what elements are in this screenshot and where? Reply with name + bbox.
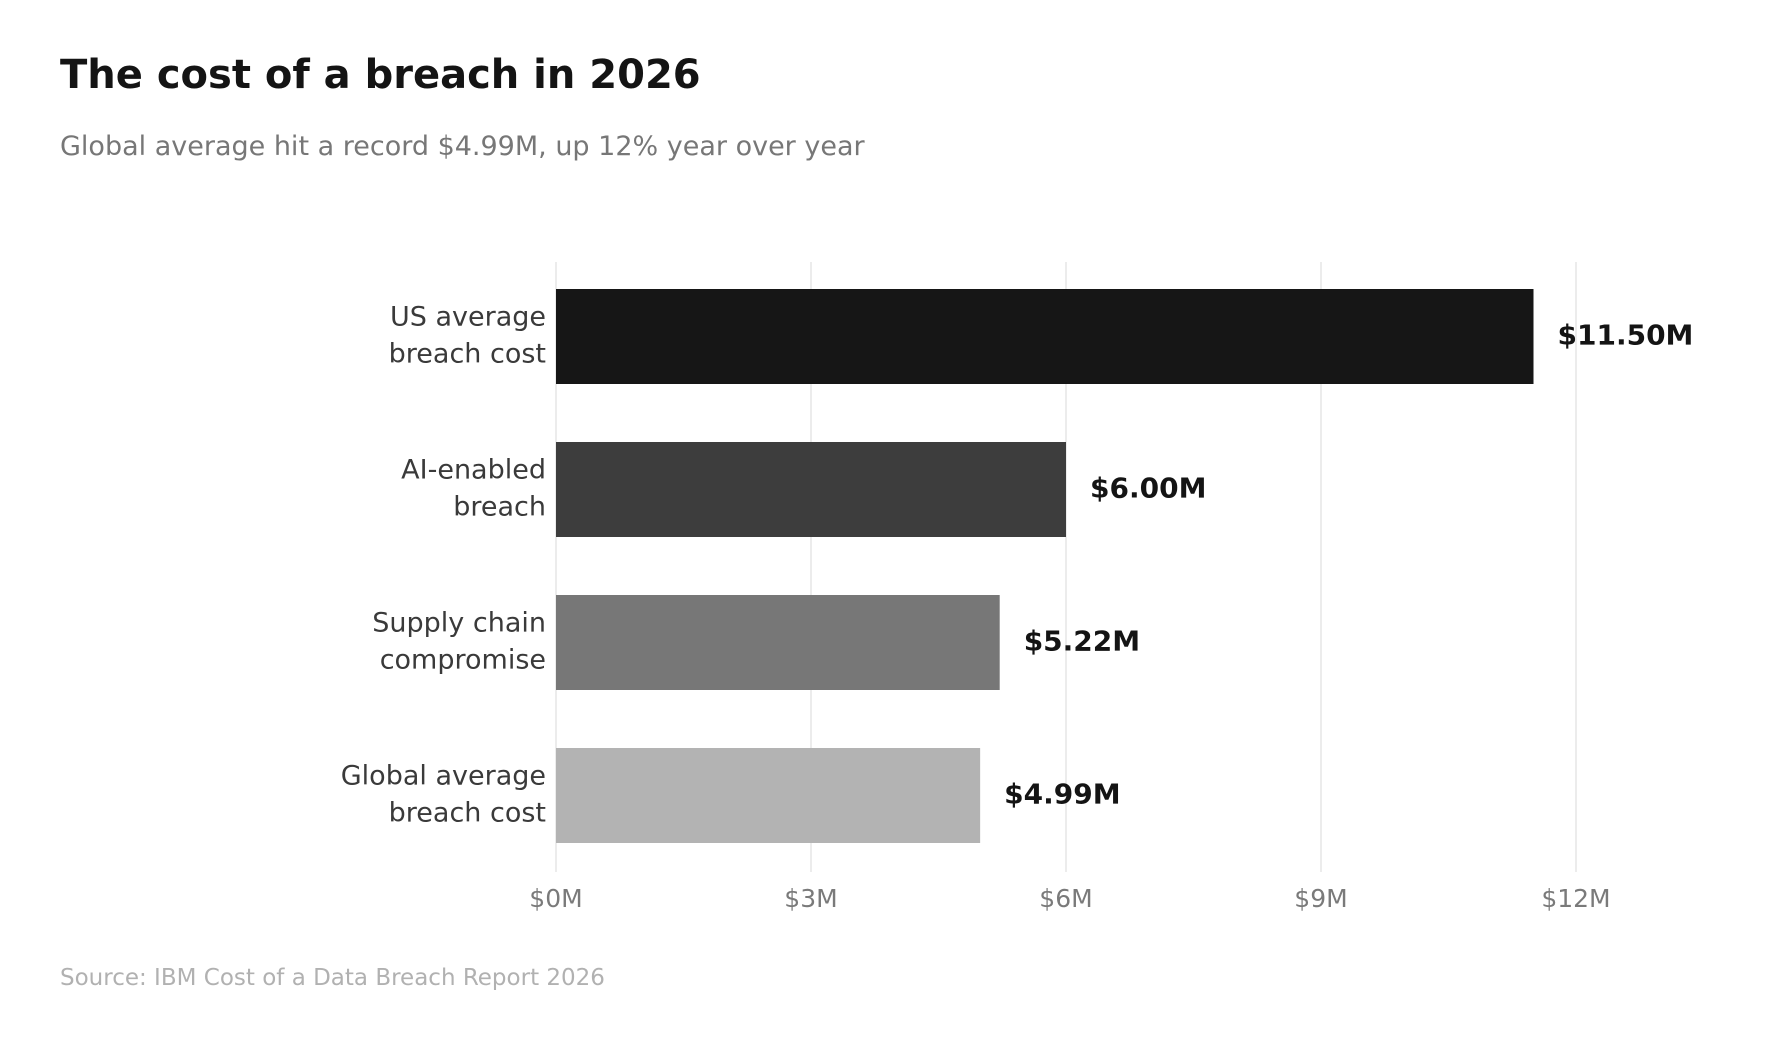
bars: [556, 289, 1534, 843]
value-label: $5.22M: [1024, 625, 1140, 658]
category-label: Global average breach cost: [341, 761, 546, 829]
source-note: Source: IBM Cost of a Data Breach Report…: [60, 965, 605, 991]
value-label: $11.50M: [1558, 319, 1694, 352]
value-label: $6.00M: [1090, 472, 1206, 505]
category-label: Supply chain compromise: [372, 608, 546, 676]
category-label-line: breach cost: [389, 339, 546, 370]
category-label: US average breach cost: [389, 302, 546, 370]
value-label: $4.99M: [1004, 778, 1120, 811]
category-label-line: AI-enabled: [401, 455, 546, 486]
x-tick-label: $12M: [1541, 884, 1610, 913]
category-label-line: breach cost: [389, 798, 546, 829]
x-tick-label: $6M: [1039, 884, 1092, 913]
bar: [556, 289, 1534, 384]
bar: [556, 595, 1000, 690]
x-tick-label: $0M: [529, 884, 582, 913]
x-axis-tick-labels: $0M $3M $6M $9M $12M: [529, 884, 1610, 913]
category-label-line: compromise: [380, 645, 546, 676]
category-label: AI-enabled breach: [401, 455, 546, 523]
x-tick-label: $3M: [784, 884, 837, 913]
category-label-line: US average: [390, 302, 546, 333]
category-label-line: Global average: [341, 761, 546, 792]
value-labels: $11.50M $6.00M $5.22M $4.99M: [1004, 319, 1693, 811]
chart-title: The cost of a breach in 2026: [60, 52, 701, 98]
chart-subtitle: Global average hit a record $4.99M, up 1…: [60, 131, 865, 162]
category-label-line: Supply chain: [372, 608, 546, 639]
category-label-line: breach: [453, 492, 546, 523]
bar: [556, 442, 1066, 537]
category-labels: US average breach cost AI-enabled breach Sup…: [341, 302, 546, 829]
x-tick-label: $9M: [1294, 884, 1347, 913]
bar: [556, 748, 981, 843]
